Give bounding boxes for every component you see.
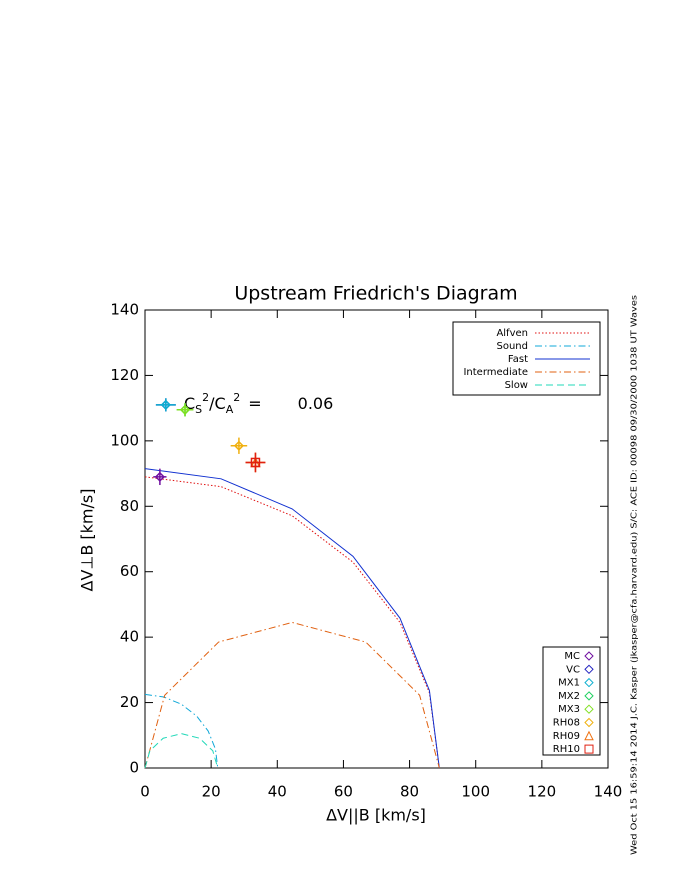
curve — [144, 468, 440, 769]
legend-label: MX3 — [558, 704, 580, 715]
legend-marker — [584, 717, 594, 728]
x-tick-label: 140 — [594, 783, 623, 801]
legend-label: RH08 — [553, 718, 580, 729]
y-axis-label: ΔV⊥B [km/s] — [78, 489, 97, 592]
y-tick-label: 100 — [110, 431, 139, 449]
curve — [144, 733, 219, 769]
footer-note: Wed Oct 15 16:59:14 2014 J.C. Kasper (jk… — [630, 295, 639, 855]
ratio-part: /C — [209, 394, 226, 413]
ratio-part: 2 — [233, 391, 240, 404]
y-tick-label: 60 — [120, 562, 139, 580]
curve — [144, 476, 440, 769]
y-tick-label: 80 — [120, 497, 139, 515]
x-tick-label: 100 — [461, 783, 490, 801]
marker — [160, 399, 171, 410]
y-tick-label: 20 — [120, 693, 139, 711]
legend-marker — [584, 691, 594, 701]
marker — [154, 471, 165, 482]
y-tick-label: 0 — [129, 759, 139, 777]
ratio-part: C — [184, 394, 195, 413]
ratio-part: 2 — [202, 391, 209, 404]
x-tick-label: 120 — [528, 783, 557, 801]
legend-marker — [584, 744, 594, 754]
curve — [144, 621, 440, 769]
legend-label: RH09 — [553, 731, 580, 742]
x-tick-label: 0 — [140, 783, 150, 801]
x-tick-label: 20 — [202, 783, 221, 801]
legend-marker — [584, 651, 594, 661]
y-tick-label: 120 — [110, 366, 139, 384]
ratio-part: S — [195, 403, 202, 416]
ratio-annotation: CS2/CA2 = 0.06 — [184, 391, 333, 416]
ratio-equals: = — [248, 394, 261, 413]
legend-marker — [584, 664, 594, 675]
legend-label: RH10 — [553, 744, 580, 755]
x-axis-label: ΔV||B [km/s] — [326, 806, 426, 825]
x-tick-label: 60 — [334, 783, 353, 801]
curve — [144, 693, 219, 769]
x-tick-label: 80 — [400, 783, 419, 801]
ratio-value: 0.06 — [298, 394, 334, 413]
legend-marker — [584, 677, 594, 688]
legend-label: Slow — [505, 380, 528, 391]
marker — [250, 457, 261, 468]
legend-marker — [584, 730, 594, 741]
ratio-part: A — [226, 403, 234, 416]
y-tick-label: 140 — [110, 301, 139, 319]
marker — [233, 440, 244, 451]
legend-label: MX2 — [558, 691, 580, 702]
legend-label: Alfven — [496, 328, 528, 339]
plot-frame — [144, 309, 609, 769]
point-legend-box — [542, 646, 601, 756]
legend-label: MC — [564, 651, 580, 662]
legend-label: VC — [566, 664, 580, 675]
chart-title: Upstream Friedrich's Diagram — [234, 283, 517, 305]
legend-label: Fast — [508, 354, 528, 365]
legend-label: MX1 — [558, 678, 580, 689]
x-tick-label: 40 — [268, 783, 287, 801]
marker — [179, 404, 191, 415]
legend-label: Intermediate — [463, 367, 528, 378]
y-tick-label: 40 — [120, 628, 139, 646]
legend-marker — [584, 704, 594, 714]
legend-label: Sound — [497, 341, 529, 352]
